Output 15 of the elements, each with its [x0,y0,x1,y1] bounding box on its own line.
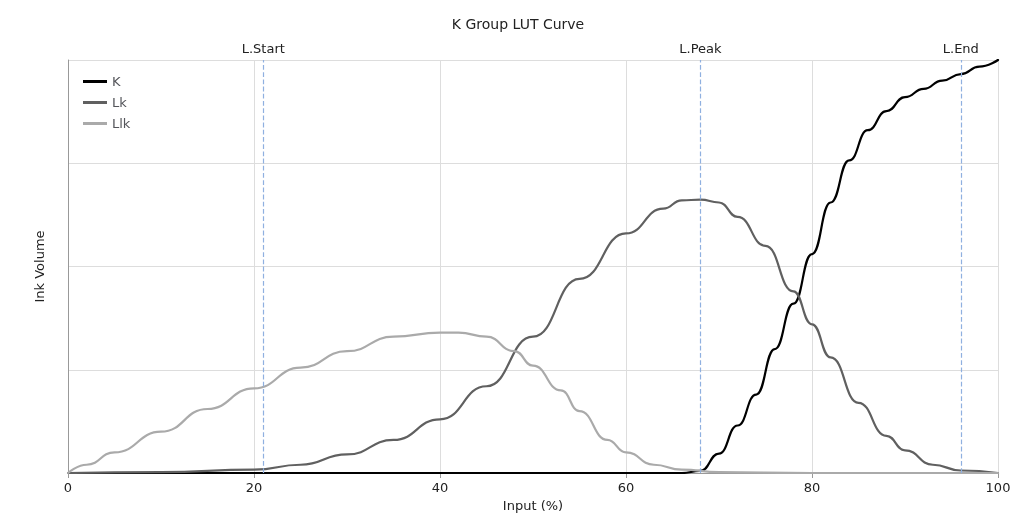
ref-line-label: L.Start [241,41,285,56]
legend-label: Llk [112,116,131,131]
x-tick-label: 20 [245,480,263,495]
ref-line-label: L.End [942,41,979,56]
x-axis-title: Input (%) [502,498,564,513]
legend-label: K [112,74,121,89]
chart-title: K Group LUT Curve [451,16,585,32]
y-axis-title: Ink Volume [32,230,47,303]
legend-label: Lk [112,95,128,110]
x-tick-label: 40 [431,480,449,495]
x-tick-label: 0 [63,480,73,495]
x-tick-label: 100 [985,480,1011,495]
ref-line-label: L.Peak [679,41,722,56]
x-tick-label: 80 [803,480,821,495]
x-tick-label: 60 [617,480,635,495]
